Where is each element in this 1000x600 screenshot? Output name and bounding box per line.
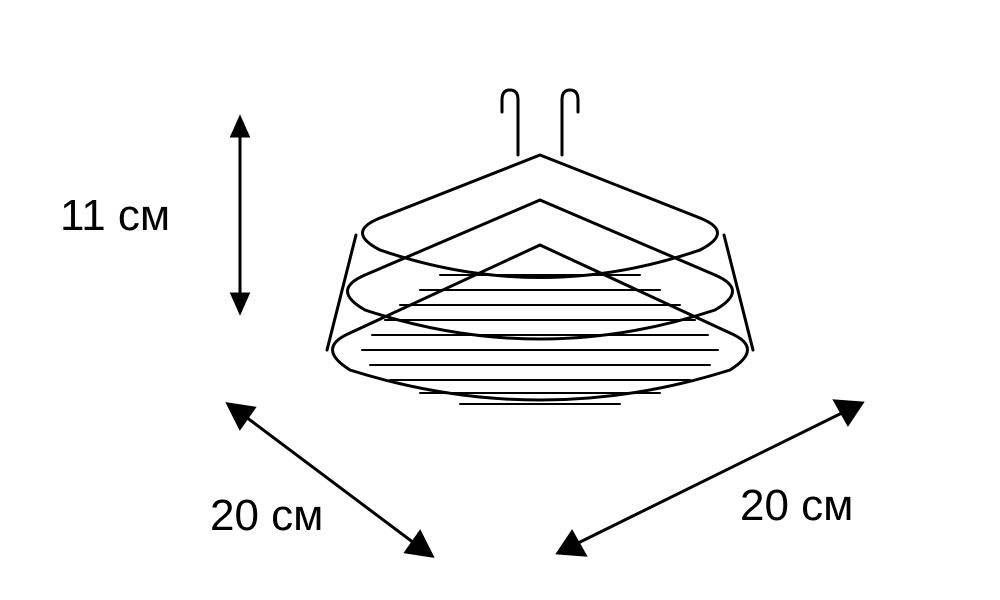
mount-hooks [502,90,578,155]
dimension-diagram: 11 см 20 см 20 см [0,0,1000,600]
depth-right-label: 20 см [740,481,853,530]
corner-shelf [327,90,753,404]
depth-right-arrow [558,401,862,555]
rim-bot [333,245,748,400]
rim-mid [348,200,733,339]
height-arrow [232,118,248,312]
height-label: 11 см [60,191,170,240]
rim-top [363,155,718,278]
depth-left-label: 20 см [210,491,323,540]
